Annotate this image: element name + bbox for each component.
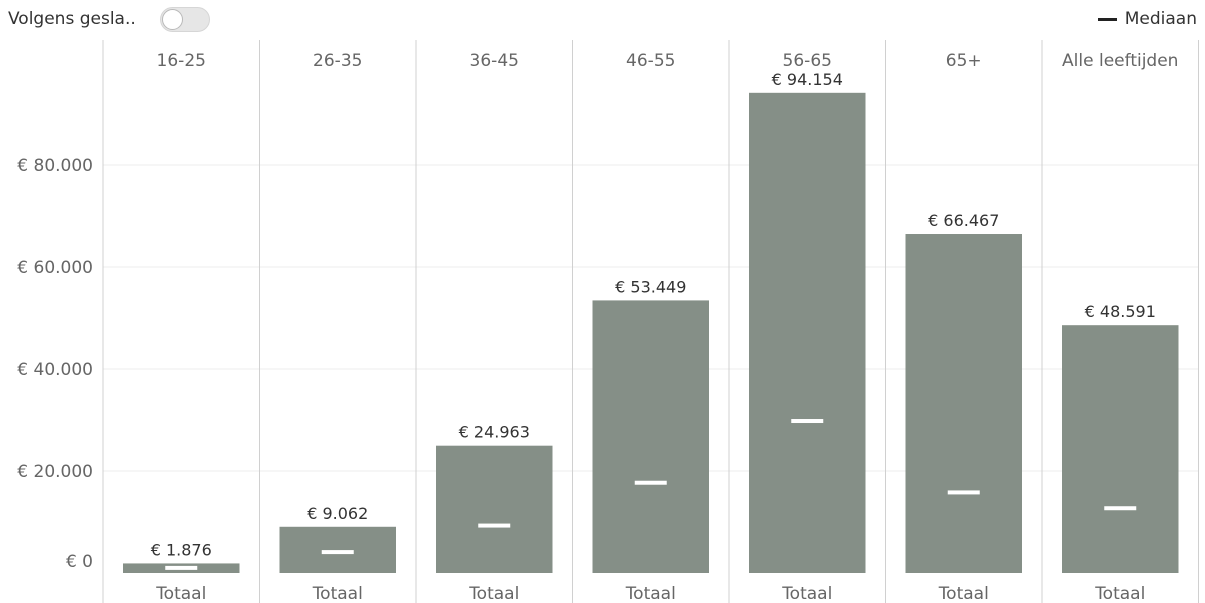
median-marker — [165, 565, 198, 570]
category-label: Alle leeftijden — [1062, 51, 1178, 71]
y-tick-label: € 40.000 — [17, 360, 93, 380]
y-tick-label: € 0 — [66, 552, 93, 572]
subcategory-label: Totaal — [625, 584, 676, 603]
value-label: € 48.591 — [1085, 302, 1156, 321]
bar — [279, 526, 396, 573]
subcategory-label: Totaal — [468, 584, 519, 603]
legend: Mediaan — [1097, 9, 1197, 29]
category-label: 26-35 — [313, 51, 362, 71]
median-marker — [947, 490, 980, 495]
category-label: 65+ — [946, 51, 982, 71]
legend-label: Mediaan — [1124, 9, 1197, 29]
category-label: 16-25 — [157, 51, 206, 71]
subcategory-label: Totaal — [1094, 584, 1145, 603]
median-marker — [791, 419, 824, 424]
value-label: € 24.963 — [459, 423, 530, 442]
gender-toggle[interactable] — [160, 7, 210, 32]
category-label: 46-55 — [626, 51, 675, 71]
bar — [436, 445, 553, 573]
bar — [592, 300, 709, 573]
subcategory-label: Totaal — [781, 584, 832, 603]
value-label: € 9.062 — [307, 504, 368, 523]
median-marker — [321, 550, 354, 555]
bar — [905, 234, 1022, 573]
subcategory-label: Totaal — [938, 584, 989, 603]
value-label: € 66.467 — [928, 211, 999, 230]
median-marker — [634, 480, 667, 485]
gender-toggle-label: Volgens gesla.. — [8, 9, 136, 29]
y-tick-label: € 60.000 — [17, 258, 93, 278]
bar — [749, 92, 866, 573]
toggle-knob[interactable] — [162, 9, 183, 30]
value-label: € 1.876 — [151, 540, 212, 559]
y-tick-label: € 80.000 — [17, 156, 93, 176]
median-marker — [478, 523, 511, 528]
value-label: € 94.154 — [772, 70, 843, 89]
y-tick-label: € 20.000 — [17, 462, 93, 482]
category-label: 56-65 — [783, 51, 832, 71]
value-label: € 53.449 — [615, 277, 686, 296]
median-marker — [1104, 506, 1137, 511]
category-label: 36-45 — [470, 51, 519, 71]
median-legend-marker — [1097, 17, 1117, 21]
toolbar: Volgens gesla.. Mediaan — [0, 0, 1205, 40]
bar — [1062, 325, 1179, 573]
subcategory-label: Totaal — [312, 584, 363, 603]
subcategory-label: Totaal — [155, 584, 206, 603]
